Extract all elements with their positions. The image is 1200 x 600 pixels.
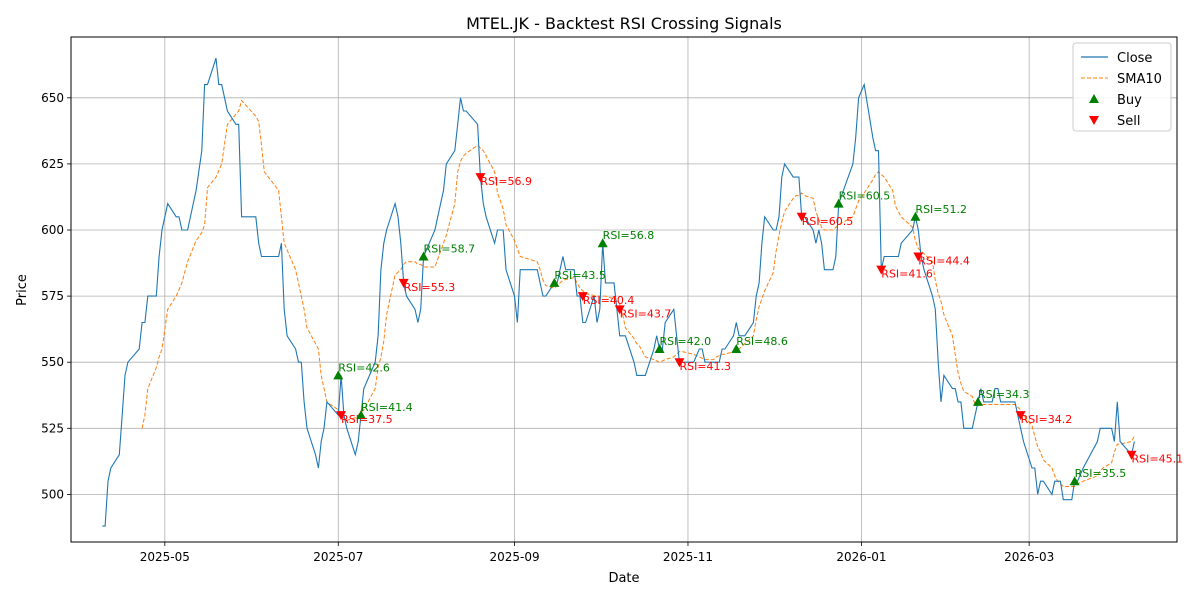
x-tick-label: 2025-05 xyxy=(140,550,190,564)
sell-annotation: RSI=45.1 xyxy=(1132,453,1184,466)
sell-annotation: RSI=41.3 xyxy=(679,360,731,373)
plot-frame xyxy=(70,36,1178,543)
sell-annotation: RSI=56.9 xyxy=(480,175,532,188)
legend-label: Sell xyxy=(1117,114,1140,129)
buy-annotation: RSI=34.3 xyxy=(978,388,1030,401)
signal-markers: RSI=42.6 RSI=41.4 RSI=58.7 RSI=43.5 RSI=56.8… xyxy=(333,173,1184,486)
chart-title: MTEL.JK - Backtest RSI Crossing Signals xyxy=(466,14,782,33)
sell-marker xyxy=(796,212,807,222)
buy-marker xyxy=(731,343,742,353)
buy-marker xyxy=(356,410,367,420)
sell-marker xyxy=(913,252,924,262)
buy-annotation: RSI=56.8 xyxy=(603,229,655,242)
sell-marker xyxy=(1126,450,1137,460)
sell-marker xyxy=(336,411,347,421)
legend-buy-swatch xyxy=(1089,94,1099,103)
buy-marker xyxy=(972,396,983,406)
buy-marker xyxy=(654,343,665,353)
buy-marker xyxy=(549,277,560,287)
buy-annotation: RSI=48.6 xyxy=(736,335,788,348)
buy-marker xyxy=(910,211,921,221)
y-tick-label: 525 xyxy=(41,421,64,435)
grid xyxy=(71,37,1177,542)
sell-annotation: RSI=41.6 xyxy=(881,268,933,281)
sell-marker xyxy=(398,278,409,288)
series-layer xyxy=(102,58,1135,527)
sell-marker xyxy=(577,292,588,302)
buy-annotation: RSI=58.7 xyxy=(424,242,476,255)
ticks: 2025-05 2025-07 2025-09 2025-11 2026-01 2026-… xyxy=(41,91,1054,564)
sell-marker xyxy=(674,358,685,368)
close-line xyxy=(102,58,1135,527)
buy-annotation: RSI=42.6 xyxy=(338,361,390,374)
y-tick-label: 500 xyxy=(41,487,64,501)
buy-marker xyxy=(1069,476,1080,486)
y-tick-label: 650 xyxy=(41,91,64,105)
sell-marker xyxy=(614,305,625,315)
x-axis-label: Date xyxy=(608,571,639,586)
legend-label: Buy xyxy=(1117,93,1142,108)
sell-annotation: RSI=60.5 xyxy=(802,215,854,228)
legend-label: SMA10 xyxy=(1117,72,1162,87)
sell-marker xyxy=(876,265,887,275)
sell-annotation: RSI=55.3 xyxy=(404,281,456,294)
y-tick-label: 600 xyxy=(41,223,64,237)
y-tick-label: 575 xyxy=(41,289,64,303)
y-tick-label: 550 xyxy=(41,355,64,369)
x-tick-label: 2026-01 xyxy=(836,550,886,564)
buy-marker xyxy=(418,251,429,261)
sell-annotation: RSI=44.4 xyxy=(918,254,970,267)
buy-annotation: RSI=60.5 xyxy=(839,190,891,203)
buy-marker xyxy=(597,238,608,248)
buy-annotation: RSI=41.4 xyxy=(361,401,413,414)
buy-marker xyxy=(333,370,344,380)
legend: Close SMA10 Buy Sell xyxy=(1072,42,1172,132)
sell-annotation: RSI=43.7 xyxy=(620,307,672,320)
sell-annotation: RSI=34.2 xyxy=(1021,413,1073,426)
y-axis-label: Price xyxy=(15,274,30,306)
x-tick-label: 2025-07 xyxy=(313,550,363,564)
x-tick-label: 2025-09 xyxy=(489,550,539,564)
x-tick-label: 2025-11 xyxy=(663,550,713,564)
legend-label: Close xyxy=(1117,51,1152,66)
sell-marker xyxy=(475,173,486,183)
x-tick-label: 2026-03 xyxy=(1004,550,1054,564)
buy-annotation: RSI=42.0 xyxy=(660,335,712,348)
buy-marker xyxy=(833,198,844,208)
y-tick-label: 625 xyxy=(41,157,64,171)
sell-annotation: RSI=37.5 xyxy=(341,413,393,426)
legend-sell-swatch xyxy=(1089,116,1099,125)
legend-box xyxy=(1072,42,1172,132)
sell-annotation: RSI=40.4 xyxy=(583,294,635,307)
buy-annotation: RSI=43.5 xyxy=(554,269,606,282)
sell-marker xyxy=(1015,411,1026,421)
buy-annotation: RSI=35.5 xyxy=(1075,467,1127,480)
buy-annotation: RSI=51.2 xyxy=(915,203,967,216)
